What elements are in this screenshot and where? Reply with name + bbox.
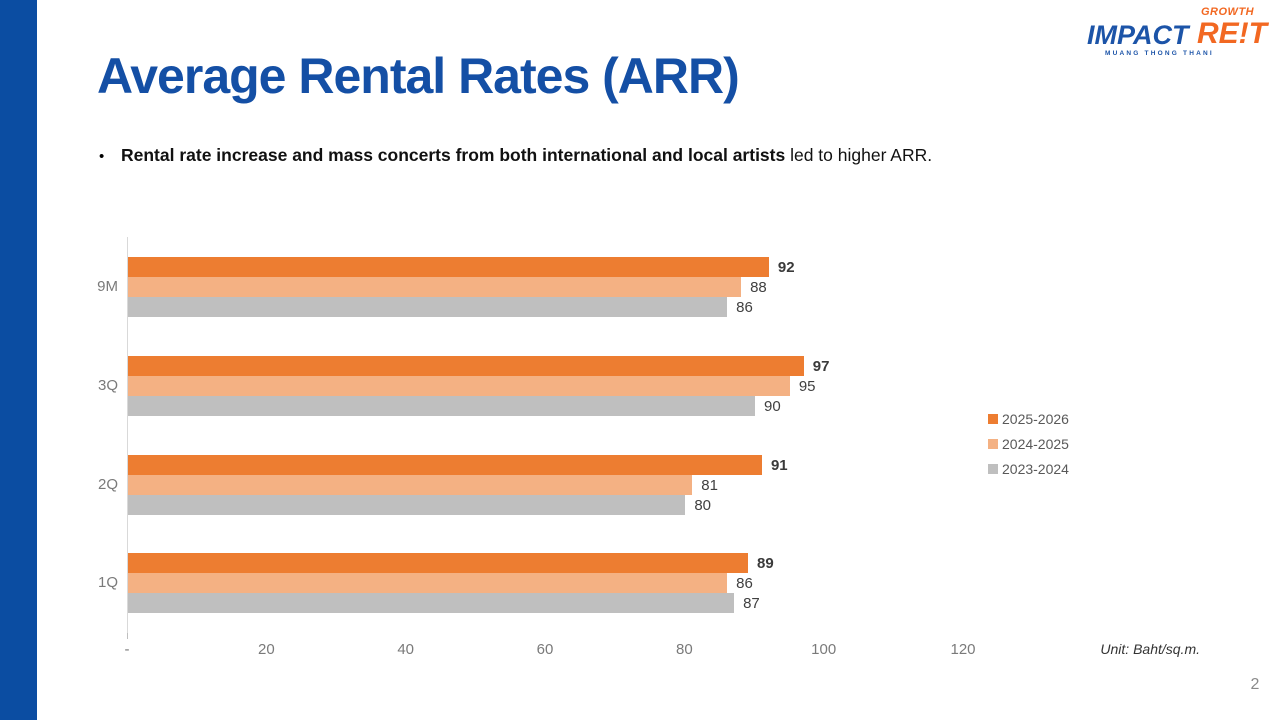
bullet-marker: • [99,148,105,165]
bar-value-label: 90 [764,397,781,415]
bar-2024-2025-1Q [128,573,728,594]
chart-axis-tick [127,633,128,639]
bar-value-label: 97 [812,357,830,375]
left-accent-bar [0,0,37,720]
bar-value-label: 89 [757,555,774,573]
bar-value-label: 80 [694,496,712,514]
x-tick-label: 120 [950,641,976,658]
bar-2025-2026-2Q [128,454,762,475]
bar-value-label: 92 [777,259,795,276]
logo-growth-text: GROWTH [1201,6,1255,18]
category-label: 1Q [97,574,118,592]
x-tick-label: 40 [397,641,414,658]
x-tick-label: 100 [811,641,837,658]
logo-impact-text: IMPACT [1087,20,1189,50]
legend-swatch-icon [988,413,998,424]
chart: 9M 92 88 86 3Q 97 95 90 2Q 91 81 80 1Q 89 86 87 -20 40 60… [0,230,1280,670]
category-label: 2Q [97,475,118,493]
bar-value-label: 81 [701,476,718,494]
bar-value-label: 86 [736,299,753,316]
legend-item-2025-2026: 2025-2026 [988,410,1069,427]
x-tick-label: 80 [675,641,693,658]
bar-2025-2026-9M [128,257,769,277]
bar-value-label: 87 [743,595,760,613]
legend-label: 2024-2025 [1002,435,1069,452]
bar-2024-2025-2Q [128,474,693,495]
bar-2023-2024-1Q [128,593,735,614]
impact-reit-logo: IMPACT RE!T GROWTH MUANG THONG THANI [1085,6,1267,58]
legend-item-2024-2025: 2024-2025 [988,435,1069,452]
x-tick-label: 20 [257,641,275,658]
bullet-text-regular: led to higher ARR. [785,145,933,165]
legend-label: 2023-2024 [1002,460,1069,477]
bar-value-label: 86 [736,575,753,593]
legend-swatch-icon [988,463,998,474]
category-label: 9M [97,278,118,295]
chart-legend: 2025-2026 2024-2025 2023-2024 [988,411,1069,486]
page-number: 2 [1250,676,1260,693]
bar-2023-2024-2Q [128,494,686,515]
bar-2025-2026-3Q [128,355,804,376]
page-title: Average Rental Rates (ARR) [97,48,740,104]
bar-value-label: 88 [750,279,767,296]
x-tick-label: - [124,641,130,658]
bar-2023-2024-9M [128,297,728,317]
bar-2024-2025-3Q [128,375,790,396]
legend-item-2023-2024: 2023-2024 [988,460,1069,477]
bar-value-label: 95 [798,377,816,395]
bullet-line: • Rental rate increase and mass concerts … [99,145,1199,166]
bar-2024-2025-9M [128,277,742,297]
bar-2025-2026-1Q [128,553,749,574]
legend-swatch-icon [988,438,998,449]
legend-label: 2025-2026 [1002,410,1069,427]
logo-reit-text: RE!T [1197,17,1267,50]
chart-y-axis-line [127,237,128,633]
logo-subtitle-text: MUANG THONG THANI [1105,50,1214,57]
chart-unit-label: Unit: Baht/sq.m. [1100,641,1200,657]
x-tick-label: 60 [536,641,554,658]
category-label: 3Q [97,376,118,394]
bar-2023-2024-3Q [128,395,755,416]
bar-value-label: 91 [770,456,788,474]
bullet-text-bold: Rental rate increase and mass concerts f… [121,145,786,165]
